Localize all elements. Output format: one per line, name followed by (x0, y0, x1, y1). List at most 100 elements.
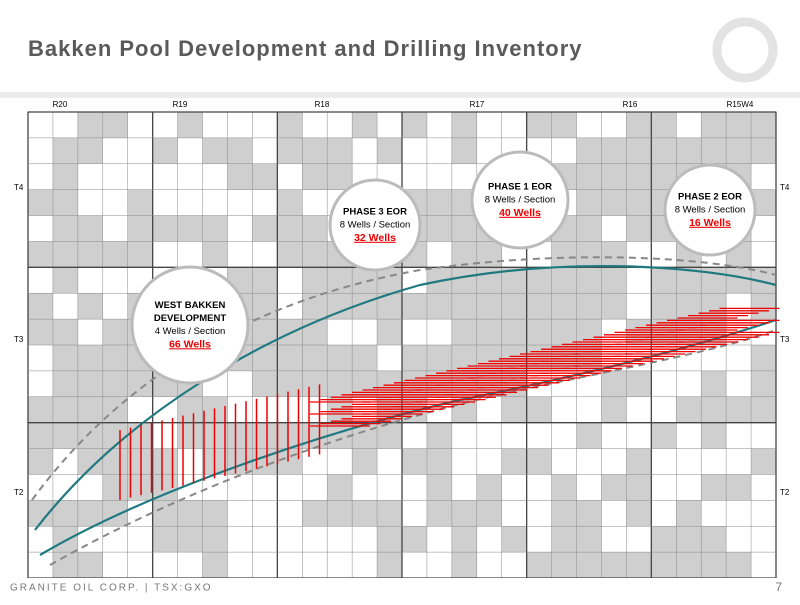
section-gray (651, 267, 677, 294)
section-gray (451, 526, 477, 553)
section-gray (601, 267, 627, 294)
section-gray (726, 267, 752, 294)
section-gray (327, 500, 353, 527)
section-gray (177, 500, 203, 527)
section-gray (52, 422, 78, 449)
callout-wells: 40 Wells (499, 207, 541, 219)
section-gray (576, 137, 602, 164)
section-gray (751, 448, 776, 475)
section-gray (152, 215, 178, 242)
section-gray (451, 500, 477, 527)
section-gray (177, 215, 203, 242)
section-gray (277, 345, 303, 371)
section-gray (751, 396, 776, 423)
section-gray (52, 345, 78, 371)
section-gray (476, 293, 502, 320)
section-gray (302, 241, 328, 268)
section-gray (451, 345, 477, 371)
section-gray (751, 112, 776, 138)
callout-text: PHASE 1 EOR (488, 182, 552, 193)
section-gray (576, 293, 602, 320)
section-gray (52, 396, 78, 423)
section-gray (402, 112, 427, 138)
township-label: T2 (14, 488, 24, 497)
section-gray (302, 215, 328, 242)
section-gray (127, 189, 153, 216)
section-gray (77, 345, 103, 371)
slide-title: Bakken Pool Development and Drilling Inv… (28, 36, 583, 61)
section-gray (601, 552, 627, 578)
section-gray (526, 448, 552, 475)
section-gray (77, 293, 103, 320)
section-gray (277, 189, 303, 216)
section-gray (526, 552, 552, 578)
section-gray (127, 215, 153, 242)
section-gray (701, 370, 727, 397)
section-gray (28, 396, 53, 423)
section-gray (526, 267, 552, 294)
range-label: R19 (173, 100, 188, 109)
section-gray (451, 241, 477, 268)
section-gray (227, 137, 253, 164)
section-gray (52, 215, 78, 242)
section-gray (102, 474, 128, 501)
section-gray (701, 137, 727, 164)
section-gray (426, 474, 452, 501)
section-gray (701, 112, 727, 138)
section-gray (277, 112, 303, 138)
range-label: R18 (315, 100, 330, 109)
map: R20 R19 R18 R17 R16 R15W4 T4 T3 T2 T4 T3 T2 WEST BAK… (14, 100, 790, 579)
section-gray (651, 112, 677, 138)
callout-text: 8 Wells / Section (485, 195, 556, 206)
footer-band (0, 578, 800, 600)
section-gray (102, 112, 128, 138)
section-gray (551, 552, 577, 578)
pool-outline-dashed (31, 256, 777, 566)
section-gray (352, 345, 378, 371)
section-gray (252, 267, 278, 294)
section-gray (327, 345, 353, 371)
section-gray (152, 500, 178, 527)
section-gray (501, 526, 527, 553)
section-gray (751, 137, 776, 164)
section-gray (576, 319, 602, 345)
section-gray (302, 163, 328, 190)
footer-company: GRANITE OIL CORP. | TSX:GXO (10, 583, 213, 594)
section-gray (28, 241, 53, 268)
section-gray (576, 189, 602, 216)
section-gray (52, 163, 78, 190)
section-gray (152, 137, 178, 164)
callout-bubble (470, 150, 570, 250)
section-gray (551, 319, 577, 345)
section-gray (451, 215, 477, 242)
section-gray (377, 526, 402, 553)
section-gray (402, 345, 427, 371)
callout-wells: 66 Wells (169, 338, 211, 350)
section-gray (651, 137, 677, 164)
section-gray (751, 345, 776, 371)
section-gray (626, 189, 652, 216)
section-gray (676, 396, 702, 423)
section-gray (327, 163, 353, 190)
section-gray (52, 241, 78, 268)
section-gray (302, 267, 328, 294)
callout-text: DEVELOPMENT (154, 313, 227, 324)
section-gray (102, 319, 128, 345)
section-gray (451, 137, 477, 164)
range-label: R17 (470, 100, 485, 109)
township-label: T3 (14, 335, 24, 344)
section-gray (227, 422, 253, 449)
callout-text: 8 Wells / Section (340, 220, 411, 231)
section-gray (352, 500, 378, 527)
section-gray (127, 370, 153, 397)
section-gray (352, 112, 378, 138)
section-gray (651, 526, 677, 553)
callout-wells: 16 Wells (689, 217, 731, 229)
section-gray (501, 293, 527, 320)
section-gray (651, 422, 677, 449)
header-band (0, 92, 800, 98)
section-gray (28, 293, 53, 320)
section-gray (426, 500, 452, 527)
callout-bubble (663, 163, 757, 257)
section-gray (127, 448, 153, 475)
